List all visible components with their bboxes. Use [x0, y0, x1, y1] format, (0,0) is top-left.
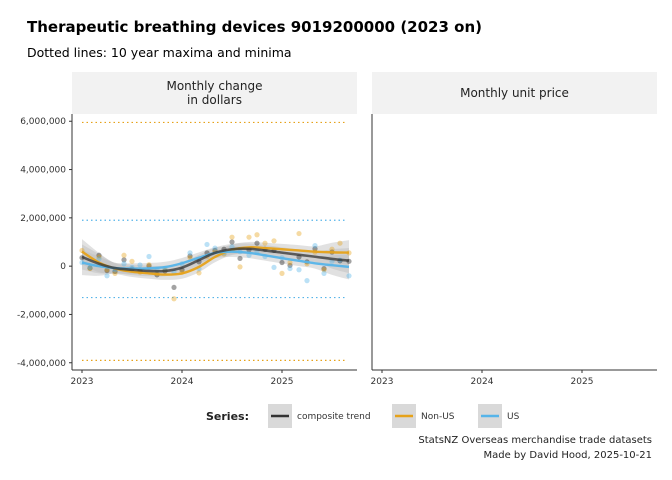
x-tick-label: 2024 [471, 377, 494, 387]
panel-2: Monthly unit price 2023 2024 2025 [371, 72, 657, 387]
data-point [287, 259, 293, 266]
panel-title-line: in dollars [187, 93, 242, 107]
chart-subtitle: Dotted lines: 10 year maxima and minima [27, 45, 292, 60]
data-point [271, 264, 277, 270]
data-point [279, 270, 285, 276]
data-point [104, 273, 110, 279]
legend-title: Series: [206, 410, 249, 423]
data-point [237, 264, 243, 270]
data-point [137, 262, 143, 268]
data-point [271, 238, 277, 244]
data-point [112, 270, 118, 276]
legend-label: composite trend [297, 412, 371, 422]
data-point [87, 264, 93, 270]
x-tick-label: 2024 [171, 377, 194, 387]
data-point [187, 250, 193, 256]
data-point [312, 243, 318, 249]
data-point [204, 241, 210, 248]
data-point [96, 254, 102, 260]
data-point [329, 246, 335, 252]
panel-strip [372, 72, 657, 114]
data-point [146, 253, 152, 260]
data-point [321, 265, 327, 272]
data-point [121, 261, 127, 267]
data-point [87, 265, 93, 272]
y-tick-label: 4,000,000 [20, 166, 66, 176]
data-point [287, 265, 293, 272]
data-point [229, 234, 235, 240]
data-point [346, 273, 352, 279]
data-point [254, 240, 260, 246]
chart-title: Therapeutic breathing devices 9019200000… [27, 18, 482, 36]
data-point [321, 270, 327, 276]
data-point [96, 252, 102, 258]
data-point [237, 255, 243, 262]
data-point [171, 296, 177, 302]
data-point [96, 256, 102, 262]
trend-line [81, 247, 350, 273]
y-tick-label: -2,000,000 [17, 310, 66, 320]
legend-label: Non-US [421, 412, 455, 422]
caption-author: Made by David Hood, 2025-10-21 [483, 450, 652, 461]
y-tick-label: 6,000,000 [20, 117, 66, 127]
data-point [187, 255, 193, 261]
caption-source: StatsNZ Overseas merchandise trade datas… [418, 435, 652, 446]
data-point [187, 253, 193, 259]
data-point [279, 259, 285, 266]
x-tick-label: 2023 [371, 377, 394, 387]
data-point [262, 240, 268, 246]
data-point [87, 265, 93, 271]
legend-label: US [507, 412, 520, 422]
legend: Series: composite trend Non-US US [206, 404, 520, 428]
panel-strip [72, 72, 357, 114]
data-point [104, 267, 110, 274]
data-point [296, 230, 302, 237]
x-tick-label: 2025 [571, 377, 594, 387]
x-tick-label: 2023 [71, 377, 94, 387]
data-point [171, 284, 177, 291]
data-point [121, 252, 127, 258]
data-point [287, 262, 293, 269]
panel-title-line: Monthly unit price [460, 86, 569, 100]
data-point [121, 257, 127, 263]
data-point [254, 232, 260, 238]
y-tick-label: 0 [60, 262, 66, 272]
data-point [146, 262, 152, 268]
data-point [112, 268, 118, 275]
data-point [129, 258, 135, 264]
data-point [229, 239, 235, 245]
data-point [337, 240, 343, 246]
data-point [196, 270, 202, 276]
data-point [312, 246, 318, 252]
y-tick-label: -4,000,000 [17, 359, 66, 369]
data-point [304, 278, 310, 284]
data-point [321, 267, 327, 273]
panel-title-line: Monthly change [166, 79, 262, 93]
x-tick-label: 2025 [271, 377, 294, 387]
data-point [246, 234, 252, 240]
data-point [212, 245, 218, 251]
data-point [296, 267, 302, 273]
trend-line [81, 246, 350, 276]
y-tick-label: 2,000,000 [20, 214, 66, 224]
